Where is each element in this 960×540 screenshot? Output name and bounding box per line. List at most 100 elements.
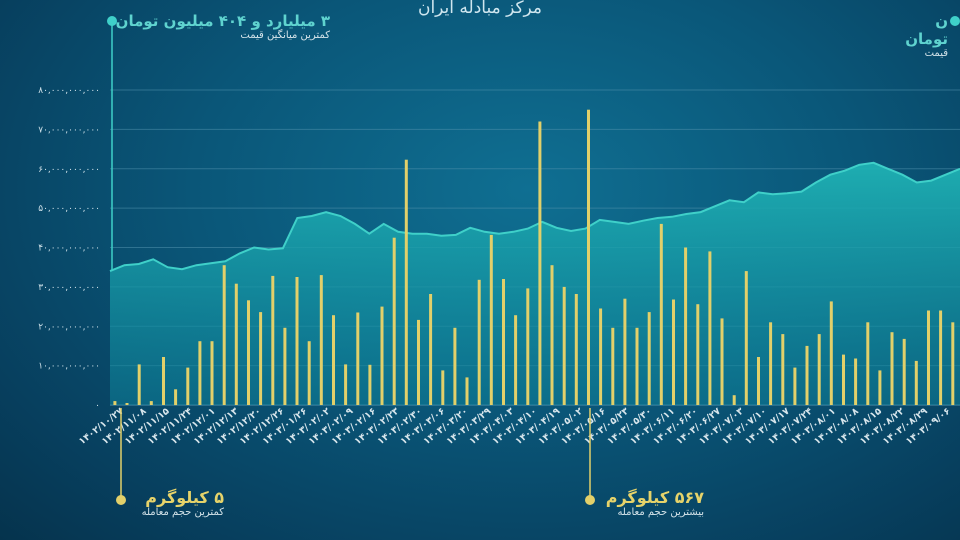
volume-bar — [599, 308, 603, 405]
volume-bar — [186, 367, 190, 405]
volume-bar — [125, 403, 129, 405]
y-tick-label: ۶۰,۰۰۰,۰۰۰,۰۰۰ — [38, 165, 100, 175]
y-tick-label: ۷۰,۰۰۰,۰۰۰,۰۰۰ — [38, 125, 100, 135]
volume-bar — [550, 265, 554, 405]
volume-bar — [356, 312, 360, 405]
max-price-caption: قیمت — [924, 48, 948, 59]
volume-bar — [477, 279, 481, 405]
volume-bar — [939, 310, 943, 405]
max-price-annotation: ن تومان قیمت — [888, 12, 948, 59]
volume-bar — [453, 327, 457, 405]
price-line — [109, 161, 960, 273]
volume-bar — [234, 283, 238, 405]
volume-bar — [198, 341, 202, 405]
volume-bar — [526, 288, 530, 405]
volume-bar — [404, 159, 408, 405]
volume-bar — [951, 322, 955, 405]
volume-bar — [878, 370, 882, 405]
volume-bar — [757, 357, 760, 405]
volume-bars — [113, 109, 955, 406]
y-axis-ticks: ۰ ۱۰,۰۰۰,۰۰۰,۰۰۰ ۲۰,۰۰۰,۰۰۰,۰۰۰ ۳۰,۰۰۰,۰۰۰,… — [38, 86, 100, 411]
volume-bar — [842, 354, 845, 405]
x-axis-ticks: ۱۴۰۲/۱۰/۲۷۱۴۰۲/۱۱/۰۸۱۴۰۲/۱۱/۱۵۱۴۰۲/۱۱/۲۴… — [77, 406, 953, 448]
volume-bar — [708, 251, 712, 405]
volume-bar — [696, 304, 700, 405]
volume-bar — [647, 312, 651, 405]
volume-bar — [854, 358, 858, 405]
max-price-value: ن تومان — [905, 12, 948, 48]
min-price-caption: کمترین میانگین قیمت — [240, 30, 330, 41]
volume-bar — [429, 294, 433, 405]
volume-bar — [817, 334, 821, 405]
volume-bar — [441, 370, 445, 405]
y-tick-label: ۵۰,۰۰۰,۰۰۰,۰۰۰ — [38, 204, 100, 214]
volume-bar — [623, 298, 627, 405]
volume-bar — [672, 299, 675, 405]
volume-bar — [489, 234, 493, 405]
volume-bar — [781, 334, 785, 405]
max-volume-marker — [585, 495, 595, 505]
volume-bar — [744, 271, 748, 405]
volume-bar — [562, 286, 566, 405]
min-volume-marker — [116, 495, 126, 505]
y-tick-label: ۱۰,۰۰۰,۰۰۰,۰۰۰ — [38, 362, 100, 372]
volume-bar — [392, 237, 396, 405]
volume-bar — [611, 327, 615, 405]
volume-bar — [222, 265, 226, 405]
volume-bar — [113, 401, 117, 405]
volume-bar — [283, 327, 287, 405]
y-tick-label: ۴۰,۰۰۰,۰۰۰,۰۰۰ — [38, 244, 100, 254]
volume-bar — [829, 301, 833, 405]
volume-bar — [769, 322, 773, 405]
volume-bar — [732, 395, 736, 405]
volume-bar — [210, 341, 214, 405]
chart-title: مرکز مبادله ایران — [417, 0, 543, 18]
volume-bar — [295, 277, 299, 405]
volume-bar — [368, 364, 372, 405]
volume-bar — [684, 247, 688, 405]
volume-bar — [514, 315, 518, 405]
max-volume-value: ۵۶۷ کیلوگرم — [605, 488, 704, 507]
volume-bar — [137, 364, 141, 405]
max-price-marker — [950, 16, 960, 26]
volume-bar — [902, 338, 906, 405]
annotation-guides — [111, 22, 591, 496]
volume-bar — [635, 327, 639, 405]
y-tick-label: ۲۰,۰۰۰,۰۰۰,۰۰۰ — [38, 322, 100, 332]
volume-bar — [587, 109, 590, 405]
volume-bar — [380, 306, 384, 405]
volume-bar — [890, 332, 894, 405]
min-price-value: ۳ میلیارد و ۴۰۴ میلیون تومان — [115, 12, 330, 30]
volume-bar — [659, 223, 663, 405]
volume-bar — [914, 360, 918, 405]
max-volume-caption: بیشترین حجم معامله — [617, 507, 704, 518]
volume-bar — [332, 315, 335, 405]
volume-bar — [465, 377, 469, 405]
volume-bar — [927, 310, 930, 405]
volume-bar — [247, 300, 250, 405]
volume-bar — [149, 401, 153, 405]
volume-bar — [259, 312, 263, 405]
volume-bar — [720, 318, 724, 405]
volume-bar — [793, 367, 797, 405]
min-volume-caption: کمترین حجم معامله — [141, 507, 224, 518]
volume-bar — [319, 275, 323, 405]
min-price-annotation: ۳ میلیارد و ۴۰۴ میلیون تومان کمترین میان… — [110, 12, 330, 41]
volume-bar — [271, 275, 275, 405]
volume-bar — [344, 364, 348, 405]
volume-bar — [307, 341, 311, 405]
y-tick-label: ۳۰,۰۰۰,۰۰۰,۰۰۰ — [38, 283, 100, 293]
min-volume-value: ۵ کیلوگرم — [145, 488, 224, 507]
volume-bar — [417, 319, 420, 405]
max-volume-annotation: ۵۶۷ کیلوگرم بیشترین حجم معامله — [584, 488, 704, 518]
volume-bar — [538, 121, 542, 405]
min-volume-annotation: ۵ کیلوگرم کمترین حجم معامله — [104, 488, 224, 518]
volume-bar — [162, 357, 165, 405]
volume-bar — [502, 279, 505, 405]
y-tick-label: ۰ — [95, 401, 100, 411]
min-price-marker — [107, 16, 117, 26]
volume-bar — [805, 345, 809, 405]
y-tick-label: ۸۰,۰۰۰,۰۰۰,۰۰۰ — [38, 86, 100, 96]
volume-bar — [174, 389, 178, 406]
